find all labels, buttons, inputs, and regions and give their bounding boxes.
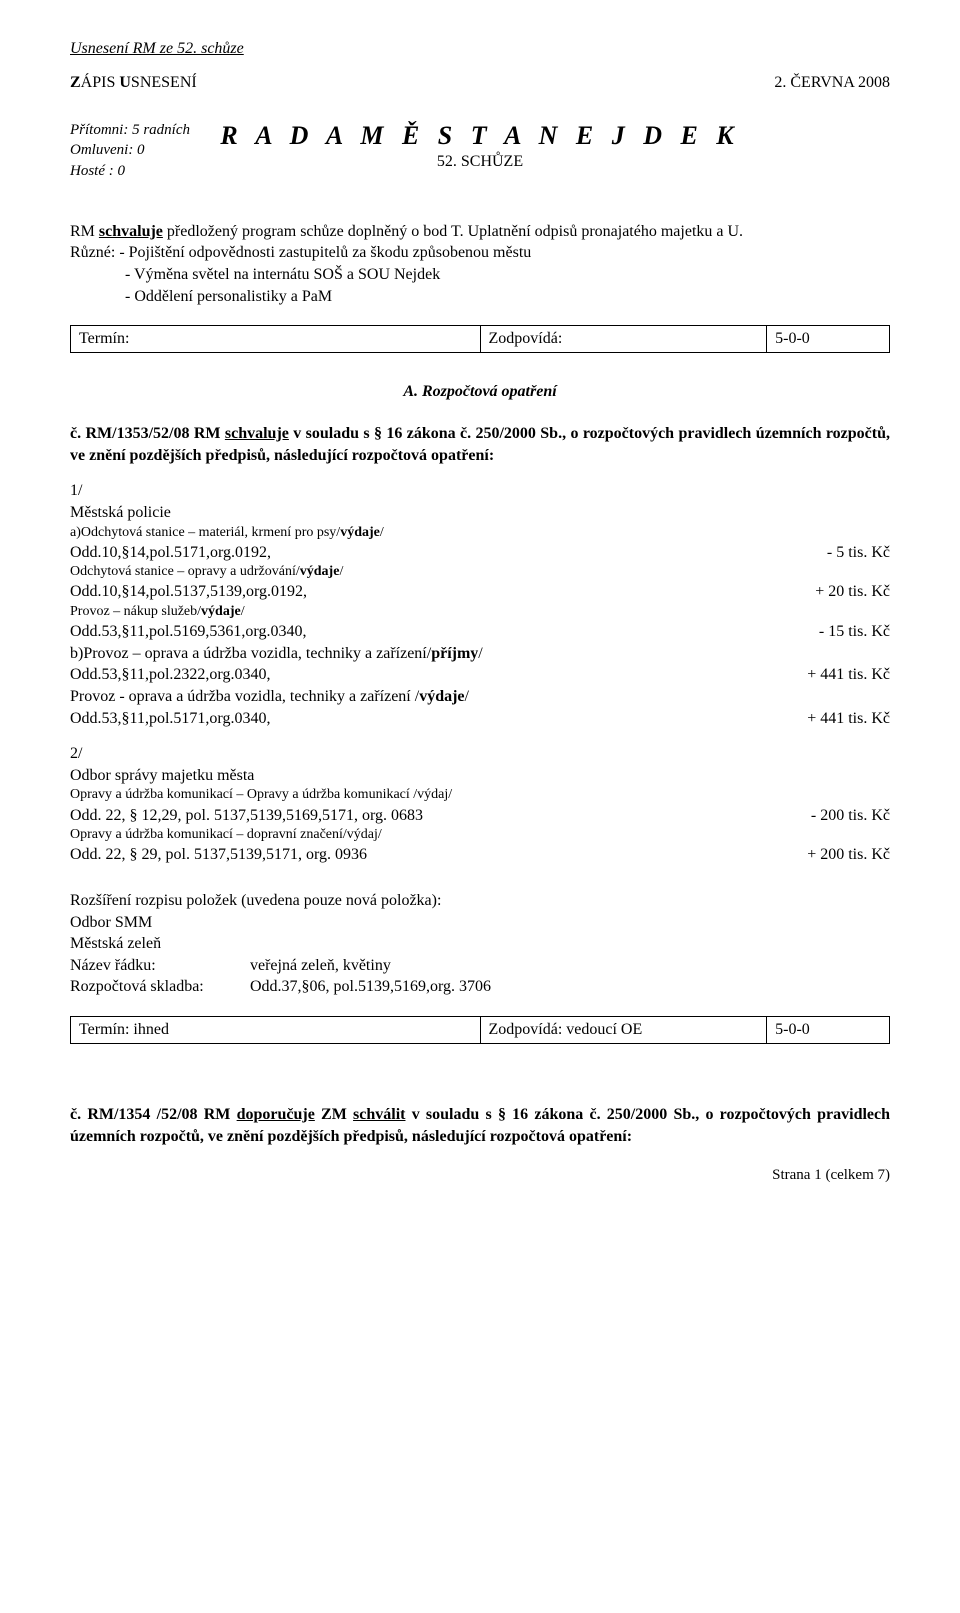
b1-line5-left: Odd.53,§11,pol.5169,5361,org.0340, [70,621,819,643]
b1-line0: a)Odchytová stanice – materiál, krmení p… [70,524,890,542]
exp-kv1: Název řádku: veřejná zeleň, květiny [70,955,890,977]
exp-line3: Městská zeleň [70,933,890,955]
exp-kv1-v: veřejná zeleň, květiny [250,955,890,977]
b2-line3-left: Odd. 22, § 29, pol. 5137,5139,5171, org.… [70,844,807,866]
b1-line0-left: a)Odchytová stanice – materiál, krmení p… [70,525,384,540]
running-header: Usnesení RM ze 52. schůze [70,40,890,58]
exp-kv2: Rozpočtová skladba: Odd.37,§06, pol.5139… [70,976,890,998]
page-footer: Strana 1 (celkem 7) [70,1167,890,1184]
table2-vote: 5-0-0 [767,1016,890,1043]
b1-line2: Odchytová stanice – opravy a udržování/v… [70,563,890,581]
res1353-lead-u: schvaluje [225,425,289,442]
ruzne-1: - Pojištění odpovědnosti zastupitelů za … [119,244,531,261]
main-title: R A D A M Ě S T A N E J D E K [70,121,890,151]
usneseni-u: U [119,74,131,91]
table2-zodpovida: Zodpovídá: vedoucí OE [480,1016,767,1043]
b1-line8: Provoz - oprava a údržba vozidla, techni… [70,686,890,708]
table2-termin: Termín: ihned [71,1016,481,1043]
exp-line2: Odbor SMM [70,912,890,934]
b1-line4: Provoz – nákup služeb/výdaje/ [70,603,890,621]
ruzne-2: - Výměna světel na internátu SOŠ a SOU N… [70,264,440,286]
opening-paragraph: RM schvaluje předložený program schůze d… [70,221,890,243]
usneseni-rest: SNESENÍ [131,74,197,91]
zapis-z: Z [70,74,81,91]
b1-line7-right: + 441 tis. Kč [807,664,890,686]
b2-line1-right: - 200 tis. Kč [811,805,890,827]
b1-line1: Odd.10,§14,pol.5171,org.0192, - 5 tis. K… [70,542,890,564]
b1-line9: Odd.53,§11,pol.5171,org.0340, + 441 tis.… [70,708,890,730]
table1-zodpovida: Zodpovídá: [480,326,767,353]
table1-termin: Termín: [71,326,481,353]
exp-kv2-v: Odd.37,§06, pol.5139,5169,org. 3706 [250,976,890,998]
block1-num: 1/ [70,480,890,502]
b2-line1: Odd. 22, § 12,29, pol. 5137,5139,5169,51… [70,805,890,827]
document-date: 2. ČERVNA 2008 [774,74,890,92]
block2-title: Odbor správy majetku města [70,765,890,787]
b1-line5: Odd.53,§11,pol.5169,5361,org.0340, - 15 … [70,621,890,643]
section-a-title: A. Rozpočtová opatření [70,383,890,401]
exp-kv1-k: Název řádku: [70,955,250,977]
block1-title: Městská policie [70,502,890,524]
b1-line4-left: Provoz – nákup služeb/výdaje/ [70,604,245,619]
block2-num: 2/ [70,743,890,765]
zapis-rest: ÁPIS [81,74,120,91]
b1-line9-right: + 441 tis. Kč [807,708,890,730]
resolution-table-2: Termín: ihned Zodpovídá: vedoucí OE 5-0-… [70,1016,890,1044]
b1-line9-left: Odd.53,§11,pol.5171,org.0340, [70,708,807,730]
res1354-lead-u2: schválit [353,1106,405,1123]
b1-line3-left: Odd.10,§14,pol.5137,5139,org.0192, [70,581,815,603]
b2-line3-right: + 200 tis. Kč [807,844,890,866]
b2-line2: Opravy a údržba komunikací – dopravní zn… [70,826,890,844]
b1-line3: Odd.10,§14,pol.5137,5139,org.0192, + 20 … [70,581,890,603]
ruzne-label: Různé: [70,244,119,261]
block1: 1/ Městská policie a)Odchytová stanice –… [70,480,890,729]
resolution-table-1: Termín: Zodpovídá: 5-0-0 [70,325,890,353]
res1354-lead-a: č. RM/1354 /52/08 RM [70,1106,237,1123]
b2-line3: Odd. 22, § 29, pol. 5137,5139,5171, org.… [70,844,890,866]
b1-line1-right: - 5 tis. Kč [827,542,890,564]
table1-vote: 5-0-0 [767,326,890,353]
opening-p1c: předložený program schůze doplněný o bod… [163,223,743,240]
b1-line2-left: Odchytová stanice – opravy a udržování/v… [70,564,343,579]
res1353-lead: č. RM/1353/52/08 RM schvaluje v souladu … [70,423,890,466]
exp-kv2-k: Rozpočtová skladba: [70,976,250,998]
b2-line0: Opravy a údržba komunikací – Opravy a úd… [70,786,890,804]
opening-schvaluje: schvaluje [99,223,163,240]
b1-line7-left: Odd.53,§11,pol.2322,org.0340, [70,664,807,686]
res1354-lead-u1: doporučuje [237,1106,315,1123]
res1354-lead-mid: ZM [315,1106,353,1123]
ruzne-list: Různé: - Pojištění odpovědnosti zastupit… [70,242,890,307]
b2-line1-left: Odd. 22, § 12,29, pol. 5137,5139,5169,51… [70,805,811,827]
expansion-block: Rozšíření rozpisu položek (uvedena pouze… [70,890,890,998]
res1354-lead: č. RM/1354 /52/08 RM doporučuje ZM schvá… [70,1104,890,1147]
exp-line1: Rozšíření rozpisu položek (uvedena pouze… [70,890,890,912]
b1-line6-left: b)Provoz – oprava a údržba vozidla, tech… [70,645,483,662]
b1-line8-left: Provoz - oprava a údržba vozidla, techni… [70,688,469,705]
b1-line5-right: - 15 tis. Kč [819,621,890,643]
b1-line6: b)Provoz – oprava a údržba vozidla, tech… [70,643,890,665]
opening-p1a: RM [70,223,99,240]
sub-title: 52. SCHŮZE [70,153,890,171]
b1-line3-right: + 20 tis. Kč [815,581,890,603]
b1-line1-left: Odd.10,§14,pol.5171,org.0192, [70,542,827,564]
zapis-usneseni: ZÁPIS USNESENÍ [70,74,197,92]
header-row: ZÁPIS USNESENÍ 2. ČERVNA 2008 [70,74,890,92]
b1-line7: Odd.53,§11,pol.2322,org.0340, + 441 tis.… [70,664,890,686]
block2: 2/ Odbor správy majetku města Opravy a ú… [70,743,890,866]
ruzne-3: - Oddělení personalistiky a PaM [70,286,332,308]
res1353-lead-a: č. RM/1353/52/08 RM [70,425,225,442]
